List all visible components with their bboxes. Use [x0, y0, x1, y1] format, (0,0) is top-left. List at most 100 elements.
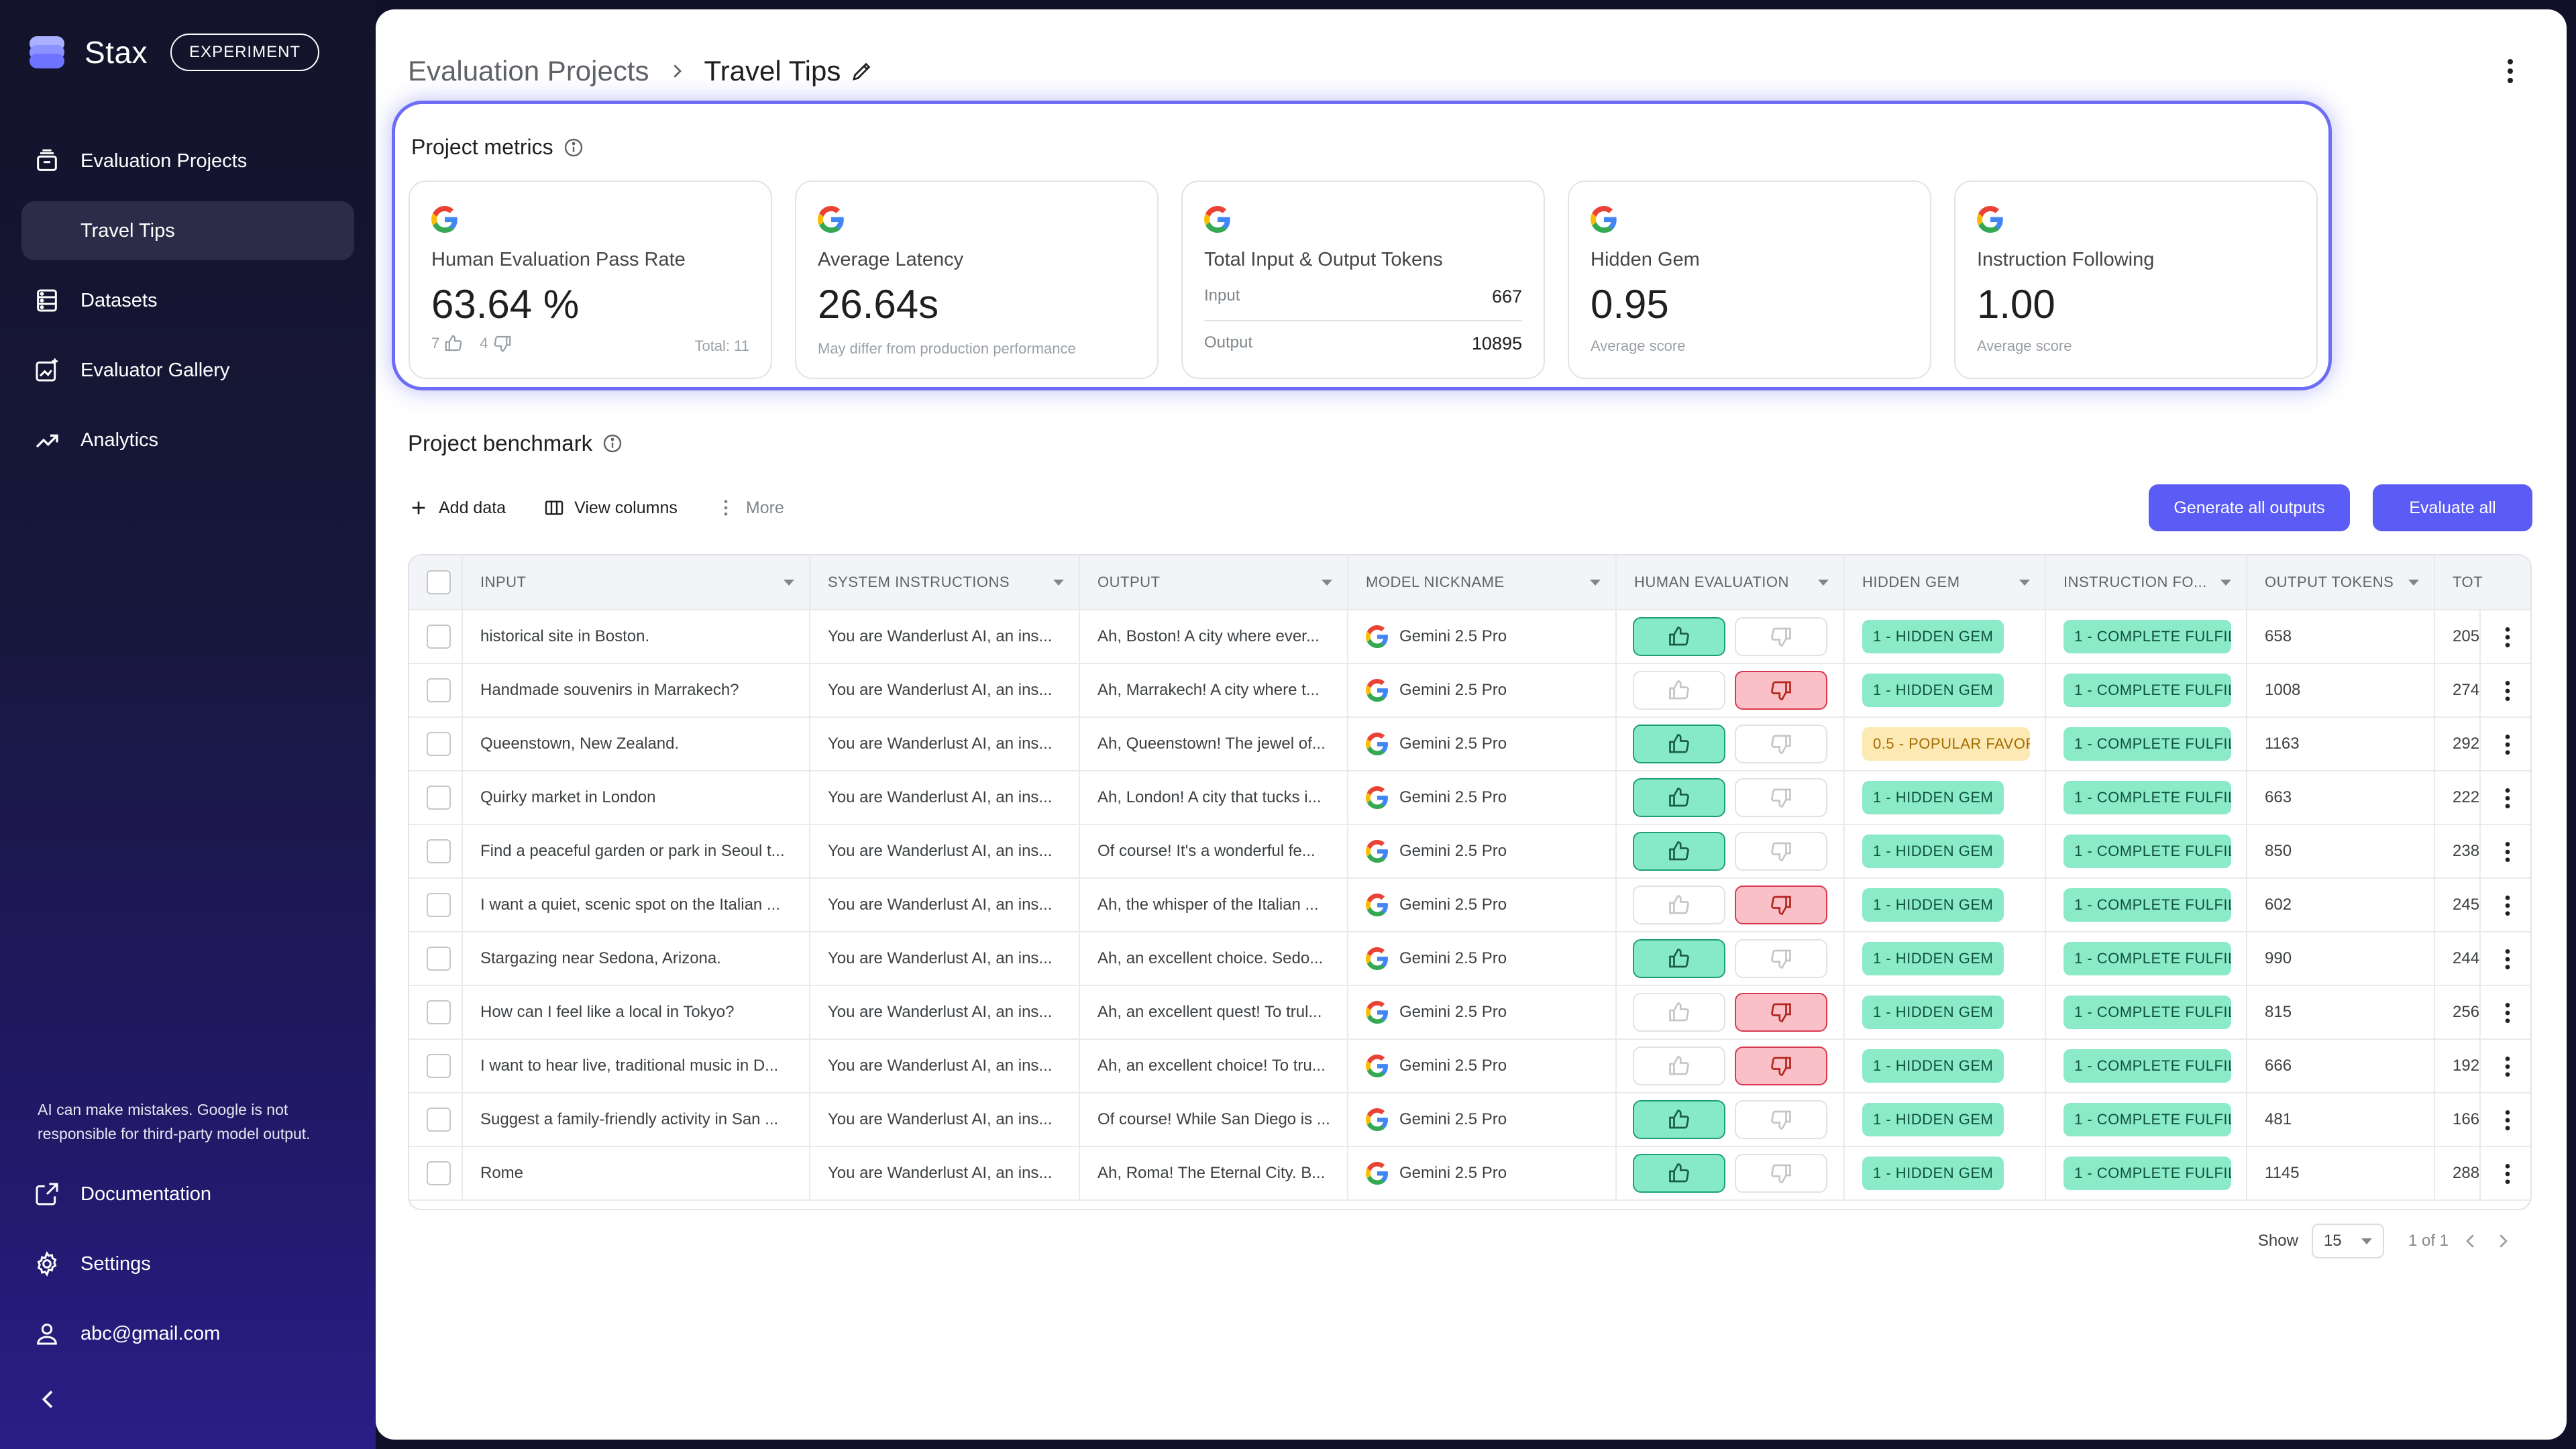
thumbs-down-button[interactable] — [1735, 939, 1827, 978]
table-row[interactable]: I want to hear live, traditional music i… — [409, 1040, 2530, 1093]
cell-system-instructions[interactable]: You are Wanderlust AI, an ins... — [810, 825, 1080, 877]
score-badge[interactable]: 1 - HIDDEN GEM — [1862, 942, 2004, 975]
thumbs-up-button[interactable] — [1633, 885, 1725, 924]
cell-system-instructions[interactable]: You are Wanderlust AI, an ins... — [810, 610, 1080, 663]
cell-input[interactable]: Quirky market in London — [463, 771, 810, 824]
row-checkbox[interactable] — [427, 1161, 451, 1185]
row-checkbox[interactable] — [427, 1108, 451, 1132]
score-badge[interactable]: 1 - HIDDEN GEM — [1862, 1049, 2004, 1083]
cell-output[interactable]: Of course! It's a wonderful fe... — [1080, 825, 1348, 877]
score-badge[interactable]: 0.5 - POPULAR FAVOR — [1862, 727, 2030, 761]
row-checkbox[interactable] — [427, 786, 451, 810]
thumbs-up-button[interactable] — [1633, 993, 1725, 1032]
cell-system-instructions[interactable]: You are Wanderlust AI, an ins... — [810, 932, 1080, 985]
thumbs-up-button[interactable] — [1633, 832, 1725, 871]
info-icon[interactable] — [602, 433, 623, 454]
thumbs-down-button[interactable] — [1735, 778, 1827, 817]
row-checkbox[interactable] — [427, 678, 451, 702]
column-header-system-instructions[interactable]: SYSTEM INSTRUCTIONS — [810, 555, 1080, 609]
score-badge[interactable]: 1 - COMPLETE FULFIL — [2063, 727, 2231, 761]
edit-pencil-icon[interactable] — [850, 59, 874, 83]
table-row[interactable]: I want a quiet, scenic spot on the Itali… — [409, 879, 2530, 932]
next-page-icon[interactable] — [2493, 1231, 2513, 1251]
row-more-icon[interactable] — [2496, 785, 2520, 812]
cell-input[interactable]: How can I feel like a local in Tokyo? — [463, 986, 810, 1038]
thumbs-up-button[interactable] — [1633, 939, 1725, 978]
score-badge[interactable]: 1 - HIDDEN GEM — [1862, 835, 2004, 868]
row-checkbox[interactable] — [427, 947, 451, 971]
cell-output[interactable]: Ah, Queenstown! The jewel of... — [1080, 718, 1348, 770]
thumbs-down-button[interactable] — [1735, 832, 1827, 871]
thumbs-down-button[interactable] — [1735, 1100, 1827, 1139]
score-badge[interactable]: 1 - HIDDEN GEM — [1862, 781, 2004, 814]
cell-input[interactable]: I want to hear live, traditional music i… — [463, 1040, 810, 1092]
table-row[interactable]: How can I feel like a local in Tokyo? You… — [409, 986, 2530, 1040]
score-badge[interactable]: 1 - COMPLETE FULFIL — [2063, 620, 2231, 653]
cell-system-instructions[interactable]: You are Wanderlust AI, an ins... — [810, 771, 1080, 824]
thumbs-down-button[interactable] — [1735, 671, 1827, 710]
cell-input[interactable]: historical site in Boston. — [463, 610, 810, 663]
score-badge[interactable]: 1 - COMPLETE FULFIL — [2063, 674, 2231, 707]
column-header-model-nickname[interactable]: MODEL NICKNAME — [1348, 555, 1617, 609]
cell-output[interactable]: Ah, Boston! A city where ever... — [1080, 610, 1348, 663]
cell-input[interactable]: Rome — [463, 1147, 810, 1199]
cell-output[interactable]: Ah, Roma! The Eternal City. B... — [1080, 1147, 1348, 1199]
sidebar-item-travel-tips[interactable]: Travel Tips — [21, 201, 354, 260]
cell-output[interactable]: Ah, an excellent choice! To tru... — [1080, 1040, 1348, 1092]
more-button[interactable]: More — [715, 497, 784, 519]
select-all-checkbox[interactable] — [427, 570, 451, 594]
cell-output[interactable]: Ah, an excellent choice. Sedo... — [1080, 932, 1348, 985]
cell-output[interactable]: Of course! While San Diego is ... — [1080, 1093, 1348, 1146]
cell-system-instructions[interactable]: You are Wanderlust AI, an ins... — [810, 664, 1080, 716]
row-checkbox[interactable] — [427, 1000, 451, 1024]
score-badge[interactable]: 1 - HIDDEN GEM — [1862, 888, 2004, 922]
thumbs-up-button[interactable] — [1633, 724, 1725, 763]
score-badge[interactable]: 1 - COMPLETE FULFIL — [2063, 835, 2231, 868]
sidebar-item-evaluator-gallery[interactable]: Evaluator Gallery — [21, 341, 354, 400]
score-badge[interactable]: 1 - HIDDEN GEM — [1862, 620, 2004, 653]
column-header-instruction-following[interactable]: INSTRUCTION FO... — [2046, 555, 2247, 609]
thumbs-down-button[interactable] — [1735, 993, 1827, 1032]
column-header-total-tokens[interactable]: TOT — [2435, 555, 2530, 609]
table-row[interactable]: Find a peaceful garden or park in Seoul … — [409, 825, 2530, 879]
sidebar-item-settings[interactable]: Settings — [21, 1234, 354, 1293]
score-badge[interactable]: 1 - COMPLETE FULFIL — [2063, 1157, 2231, 1190]
cell-system-instructions[interactable]: You are Wanderlust AI, an ins... — [810, 1040, 1080, 1092]
row-checkbox[interactable] — [427, 732, 451, 756]
score-badge[interactable]: 1 - COMPLETE FULFIL — [2063, 888, 2231, 922]
sidebar-item-documentation[interactable]: Documentation — [21, 1165, 354, 1224]
row-more-icon[interactable] — [2496, 839, 2520, 865]
score-badge[interactable]: 1 - COMPLETE FULFIL — [2063, 996, 2231, 1029]
view-columns-button[interactable]: View columns — [543, 497, 678, 519]
column-header-output[interactable]: OUTPUT — [1080, 555, 1348, 609]
cell-input[interactable]: Stargazing near Sedona, Arizona. — [463, 932, 810, 985]
score-badge[interactable]: 1 - HIDDEN GEM — [1862, 1103, 2004, 1136]
cell-output[interactable]: Ah, the whisper of the Italian ... — [1080, 879, 1348, 931]
cell-system-instructions[interactable]: You are Wanderlust AI, an ins... — [810, 1147, 1080, 1199]
cell-input[interactable]: Suggest a family-friendly activity in Sa… — [463, 1093, 810, 1146]
table-row[interactable]: historical site in Boston. You are Wander… — [409, 610, 2530, 664]
thumbs-down-button[interactable] — [1735, 1154, 1827, 1193]
row-checkbox[interactable] — [427, 893, 451, 917]
thumbs-up-button[interactable] — [1633, 1046, 1725, 1085]
row-more-icon[interactable] — [2496, 892, 2520, 919]
cell-system-instructions[interactable]: You are Wanderlust AI, an ins... — [810, 986, 1080, 1038]
row-checkbox[interactable] — [427, 839, 451, 863]
row-more-icon[interactable] — [2496, 1107, 2520, 1134]
info-icon[interactable] — [563, 137, 584, 158]
score-badge[interactable]: 1 - HIDDEN GEM — [1862, 1157, 2004, 1190]
sidebar-item-evaluation-projects[interactable]: Evaluation Projects — [21, 131, 354, 191]
column-header-input[interactable]: INPUT — [463, 555, 810, 609]
collapse-sidebar-button[interactable] — [35, 1386, 62, 1413]
score-badge[interactable]: 1 - COMPLETE FULFIL — [2063, 942, 2231, 975]
cell-input[interactable]: Handmade souvenirs in Marrakech? — [463, 664, 810, 716]
score-badge[interactable]: 1 - HIDDEN GEM — [1862, 674, 2004, 707]
cell-output[interactable]: Ah, Marrakech! A city where t... — [1080, 664, 1348, 716]
generate-all-outputs-button[interactable]: Generate all outputs — [2149, 484, 2350, 531]
row-more-icon[interactable] — [2496, 731, 2520, 758]
cell-input[interactable]: Queenstown, New Zealand. — [463, 718, 810, 770]
breadcrumb-evaluation-projects[interactable]: Evaluation Projects — [408, 55, 649, 87]
cell-output[interactable]: Ah, London! A city that tucks i... — [1080, 771, 1348, 824]
thumbs-up-button[interactable] — [1633, 778, 1725, 817]
cell-output[interactable]: Ah, an excellent quest! To trul... — [1080, 986, 1348, 1038]
